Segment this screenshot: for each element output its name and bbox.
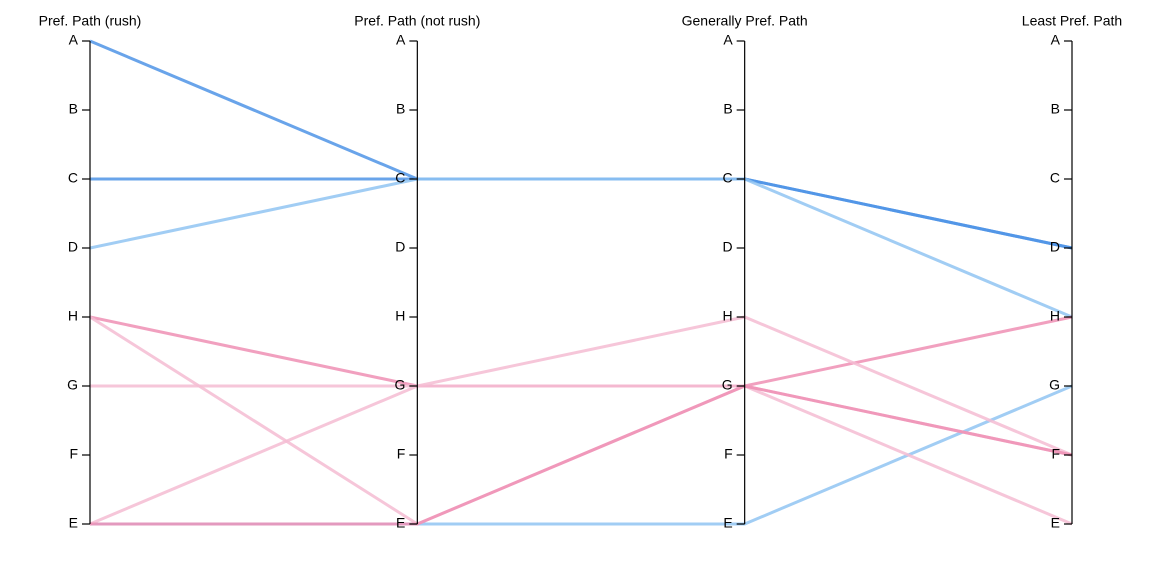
tick-label: C <box>723 170 733 186</box>
tick-label: B <box>723 101 732 117</box>
tick-label: B <box>1051 101 1060 117</box>
tick-label: A <box>396 32 406 48</box>
tick-label: F <box>1051 446 1060 462</box>
tick-label: D <box>723 239 733 255</box>
tick-label: A <box>723 32 733 48</box>
series-line <box>90 384 1073 526</box>
tick-label: B <box>69 101 78 117</box>
series-line <box>90 315 1073 457</box>
tick-label: E <box>396 515 405 531</box>
tick-label: G <box>67 377 78 393</box>
tick-label: A <box>1051 32 1061 48</box>
tick-label: C <box>68 170 78 186</box>
lines <box>89 39 1073 526</box>
tick-label: D <box>68 239 78 255</box>
tick-label: F <box>397 446 406 462</box>
axis-title: Generally Pref. Path <box>682 13 808 29</box>
axis-title: Pref. Path (not rush) <box>354 13 480 29</box>
axis-title: Pref. Path (rush) <box>39 13 142 29</box>
tick-label: G <box>1049 377 1060 393</box>
series-line <box>89 177 1073 319</box>
tick-label: C <box>395 170 405 186</box>
tick-label: E <box>69 515 78 531</box>
tick-label: G <box>722 377 733 393</box>
tick-label: H <box>723 308 733 324</box>
axis-title: Least Pref. Path <box>1022 13 1122 29</box>
series-line <box>90 177 1073 250</box>
tick-label: H <box>395 308 405 324</box>
tick-label: F <box>69 446 78 462</box>
tick-label: D <box>395 239 405 255</box>
tick-label: A <box>69 32 79 48</box>
tick-label: B <box>396 101 405 117</box>
tick-label: D <box>1050 239 1060 255</box>
tick-label: E <box>723 515 732 531</box>
series-line <box>89 384 1073 526</box>
tick-label: H <box>68 308 78 324</box>
tick-label: E <box>1051 515 1060 531</box>
tick-label: H <box>1050 308 1060 324</box>
tick-label: F <box>724 446 733 462</box>
tick-label: C <box>1050 170 1060 186</box>
tick-label: G <box>394 377 405 393</box>
